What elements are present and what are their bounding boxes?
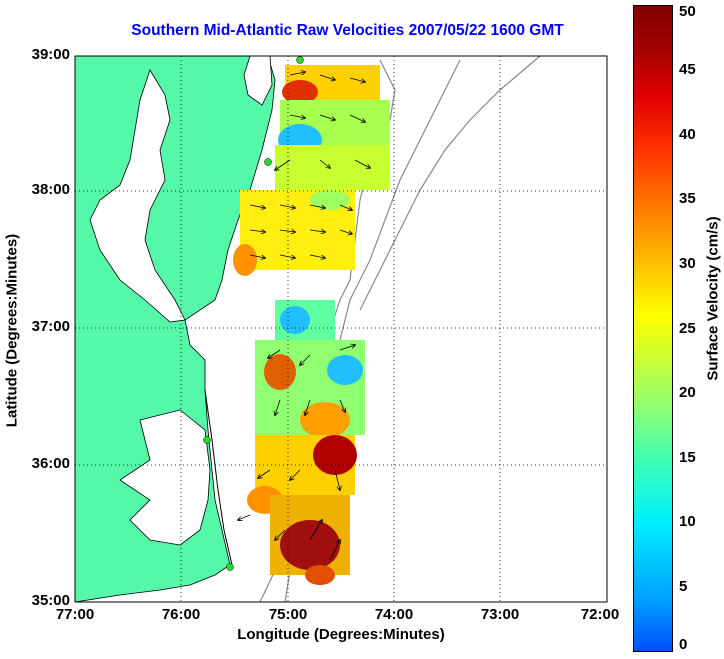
radar-site-markers bbox=[203, 56, 304, 571]
colorbar bbox=[633, 5, 673, 652]
x-tick-label: 73:00 bbox=[480, 606, 520, 623]
velocity-field bbox=[233, 65, 390, 585]
y-tick-label: 36:00 bbox=[31, 455, 70, 472]
y-axis-label: Latitude (Degrees:Minutes) bbox=[3, 233, 21, 428]
colorbar-tick: 0 bbox=[679, 636, 688, 653]
grid-lines bbox=[75, 56, 607, 602]
y-tick-label: 35:00 bbox=[31, 592, 70, 609]
x-axis-label: Longitude (Degrees:Minutes) bbox=[237, 626, 445, 643]
y-tick-label: 37:00 bbox=[31, 318, 70, 335]
x-tick-label: 76:00 bbox=[161, 606, 201, 623]
colorbar-tick: 5 bbox=[679, 578, 688, 595]
colorbar-tick: 40 bbox=[679, 126, 696, 143]
plot-frame bbox=[74, 55, 608, 603]
land-mass bbox=[74, 55, 276, 603]
x-tick-label: 75:00 bbox=[268, 606, 308, 623]
colorbar-tick: 35 bbox=[679, 190, 696, 207]
colorbar-tick: 30 bbox=[679, 255, 696, 272]
colorbar-tick: 20 bbox=[679, 384, 696, 401]
colorbar-tick: 45 bbox=[679, 61, 696, 78]
y-tick-label: 38:00 bbox=[31, 181, 70, 198]
colorbar-tick: 25 bbox=[679, 320, 696, 337]
x-tick-label: 72:00 bbox=[580, 606, 620, 623]
y-tick-label: 39:00 bbox=[31, 46, 70, 63]
colorbar-tick: 15 bbox=[679, 449, 696, 466]
velocity-arrows bbox=[238, 72, 370, 561]
map-title: Southern Mid-Atlantic Raw Velocities 200… bbox=[131, 22, 564, 39]
colorbar-tick: 10 bbox=[679, 513, 696, 530]
colorbar-label: Surface Velocity (cm/s) bbox=[704, 216, 722, 381]
x-tick-label: 74:00 bbox=[374, 606, 414, 623]
colorbar-tick: 50 bbox=[679, 3, 696, 20]
x-tick-label: 77:00 bbox=[55, 606, 95, 623]
